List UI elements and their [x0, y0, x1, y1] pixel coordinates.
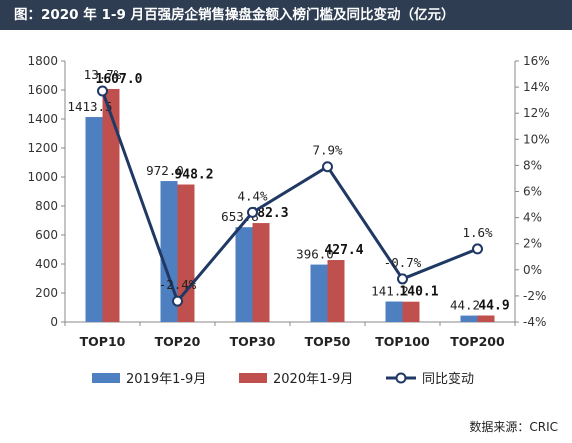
- bar-2019: [85, 117, 103, 322]
- legend-swatch-2019: [92, 373, 120, 383]
- line-point-label: -2.4%: [159, 277, 197, 292]
- line-point: [397, 273, 408, 285]
- bar-2020-value-label: 427.4: [324, 243, 363, 258]
- source-note: 数据来源：CRIC: [469, 420, 558, 434]
- bar-2019: [460, 315, 478, 322]
- y-right-tick-label: 6%: [523, 185, 542, 199]
- bar-2020-value-label: 1607.0: [96, 72, 143, 87]
- line-point-label: 13.7%: [84, 67, 122, 82]
- y-left-tick-label: 400: [35, 257, 58, 271]
- bar-2020-value-label: 44.9: [478, 298, 509, 313]
- y-left-tick-label: 800: [35, 199, 58, 213]
- y-right-tick-label: 12%: [523, 106, 550, 120]
- y-right-tick-label: 16%: [523, 54, 550, 68]
- bar-2020: [252, 223, 270, 322]
- y-right-tick-label: 0%: [523, 263, 542, 277]
- x-tick-label: TOP20: [155, 334, 201, 349]
- x-tick-label: TOP30: [230, 334, 276, 349]
- y-right-tick-label: 8%: [523, 158, 542, 172]
- y-left-tick-label: 1400: [27, 112, 58, 126]
- y-right-tick-label: 14%: [523, 80, 550, 94]
- y-right-tick-label: 4%: [523, 211, 542, 225]
- line-point: [247, 206, 258, 218]
- y-left-tick-label: 0: [50, 315, 58, 329]
- y-left-tick-label: 1600: [27, 83, 58, 97]
- line-point-label: 1.6%: [462, 225, 493, 240]
- line-point-label: -0.7%: [384, 255, 422, 270]
- bar-2020-value-label: 948.2: [174, 168, 213, 183]
- chart-title: 图：2020 年 1-9 月百强房企销售操盘金额入榜门槛及同比变动（亿元）: [0, 0, 572, 30]
- x-tick-label: TOP50: [305, 334, 351, 349]
- x-tick-label: TOP200: [450, 334, 505, 349]
- bar-2019-value-label: 396.0: [296, 247, 334, 262]
- line-point: [97, 85, 108, 97]
- line-point-label: 4.4%: [237, 188, 268, 203]
- y-left-tick-label: 600: [35, 228, 58, 242]
- y-right-tick-label: 10%: [523, 132, 550, 146]
- bar-2020-value-label: 140.1: [399, 285, 438, 300]
- y-left-tick-label: 1800: [27, 54, 58, 68]
- bar-2019-value-label: 1413.5: [67, 99, 112, 114]
- y-left-tick-label: 1200: [27, 141, 58, 155]
- line-point: [472, 243, 483, 255]
- legend-label-2020: 2020年1-9月: [273, 372, 353, 387]
- legend-label-yoy: 同比变动: [422, 371, 474, 387]
- legend-line-marker: [395, 372, 407, 384]
- y-right-tick-label: 2%: [523, 237, 542, 251]
- x-tick-label: TOP100: [375, 334, 430, 349]
- legend-swatch-2020: [239, 373, 267, 383]
- bar-2020: [402, 301, 420, 322]
- y-left-tick-label: 1000: [27, 170, 58, 184]
- bar-2020: [327, 260, 345, 322]
- chart: 0 200 400 600 800 1000 1200 1400 1600 1800 -4% -2% 0…: [27, 54, 550, 387]
- legend-label-2019: 2019年1-9月: [126, 372, 206, 387]
- y-right-tick-label: -4%: [523, 315, 546, 329]
- line-point: [172, 295, 183, 307]
- bar-2019-value-label: 972.0: [146, 163, 184, 178]
- bar-2019: [385, 301, 403, 322]
- y-left-tick-label: 200: [35, 286, 58, 300]
- bar-2020: [102, 88, 120, 322]
- y-right-tick-label: -2%: [523, 289, 546, 303]
- x-tick-label: TOP10: [80, 334, 126, 349]
- bar-2019-value-label: 141.2: [371, 284, 409, 299]
- line-point-label: 7.9%: [312, 143, 343, 158]
- bar-2019-value-label: 44.2: [450, 298, 480, 313]
- bar-2019: [235, 227, 253, 322]
- bar-2019: [310, 264, 328, 322]
- line-point: [322, 161, 333, 173]
- bar-2020: [477, 315, 495, 322]
- line-yoy-change: [101, 90, 479, 303]
